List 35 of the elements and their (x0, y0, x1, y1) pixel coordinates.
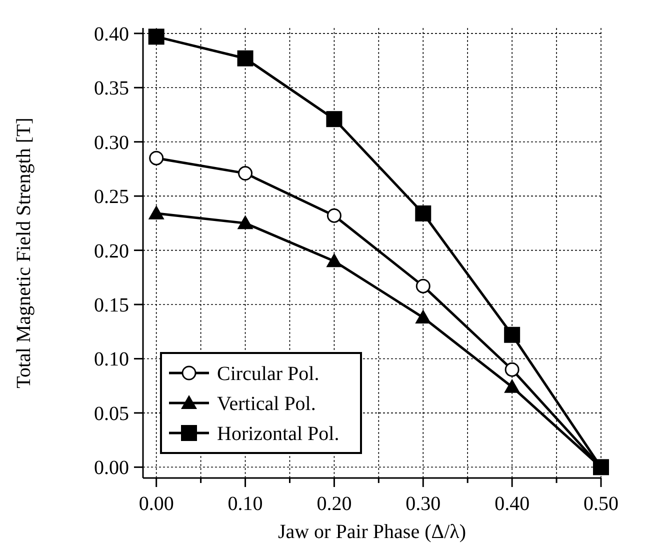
y-tick-label: 0.35 (94, 78, 129, 100)
x-tick-label: 0.10 (228, 493, 263, 515)
point (326, 208, 342, 223)
x-tick-label: 0.50 (584, 493, 618, 515)
point (415, 205, 432, 222)
x-tick-label: 0.00 (138, 493, 174, 515)
x-axis-title: Jaw or Pair Phase (Δ/λ) (278, 521, 466, 543)
point (149, 150, 164, 166)
y-tick-label: 0.40 (94, 23, 129, 46)
point (504, 378, 520, 393)
legend-label: Circular Pol. (217, 363, 320, 385)
y-tick-label: 0.10 (94, 348, 129, 371)
point (504, 326, 520, 343)
point (237, 215, 254, 230)
y-tick-label: 0.20 (94, 240, 129, 262)
x-tick-label: 0.20 (316, 493, 352, 515)
y-tick-label: 0.05 (94, 402, 129, 425)
point (415, 310, 432, 324)
point (326, 111, 342, 128)
point (237, 50, 254, 66)
point (148, 28, 164, 45)
legend-label: Horizontal Pol. (217, 423, 340, 445)
x-tick-label: 0.40 (494, 493, 530, 515)
y-tick-label: 0.25 (94, 186, 129, 208)
point (504, 362, 520, 377)
point (148, 205, 164, 220)
point (416, 278, 430, 294)
y-axis-title: Total Magnetic Field Strength [T] (13, 118, 35, 388)
x-tick-label: 0.30 (406, 493, 441, 515)
y-tick-label: 0.30 (94, 132, 129, 154)
y-tick-label: 0.15 (94, 294, 129, 317)
point (238, 166, 253, 181)
legend-label: Vertical Pol. (217, 393, 316, 415)
point (326, 253, 342, 268)
y-tick-label: 0.00 (94, 457, 129, 480)
